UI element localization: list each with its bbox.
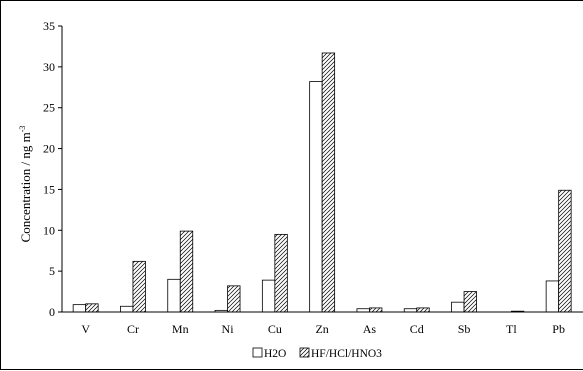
bar-sb-h2o xyxy=(451,301,465,313)
bar-cu-h2o xyxy=(261,279,276,313)
y-axis-label-superscript: -3 xyxy=(18,126,27,133)
bar-pb-h2o xyxy=(545,280,560,313)
legend-swatch-acid xyxy=(299,347,310,358)
y-axis-title: Concentration / ng m-3 xyxy=(18,126,33,243)
y-axis-label: Concentration / ng m xyxy=(18,132,33,242)
bar-ni-acid xyxy=(227,285,241,313)
bar-as-acid xyxy=(369,307,383,313)
y-tick-label: 20 xyxy=(43,142,55,156)
legend-label-acid: HF/HCl/HNO3 xyxy=(311,348,382,360)
y-axis-ticks: 0 5 10 15 20 25 30 35 xyxy=(43,19,62,319)
y-tick-label: 30 xyxy=(43,60,55,74)
bar-v-h2o xyxy=(72,304,87,313)
bar-cd-acid xyxy=(416,307,430,313)
y-tick-label: 35 xyxy=(43,19,55,33)
legend-swatch-h2o xyxy=(252,347,263,358)
bar-mn-h2o xyxy=(167,278,181,313)
x-tick-label: Zn xyxy=(315,322,328,336)
bar-cr-acid xyxy=(132,260,146,313)
x-tick-label: Cd xyxy=(410,322,424,336)
legend: H2O HF/HCl/HNO3 xyxy=(252,347,382,360)
bar-pb-acid xyxy=(558,189,572,313)
y-tick-label: 5 xyxy=(49,264,55,278)
legend-label-h2o: H2O xyxy=(264,348,286,360)
x-tick-label: As xyxy=(363,322,377,336)
x-tick-label: Cu xyxy=(268,322,282,336)
x-tick-label: Ni xyxy=(222,322,235,336)
bar-zn-h2o xyxy=(309,81,323,313)
x-tick-label: Pb xyxy=(552,322,565,336)
x-axis-ticks: V Cr Mn Ni Cu Zn As Cd Sb Tl Pb xyxy=(81,322,565,336)
x-tick-label: V xyxy=(81,322,90,336)
bar-mn-acid xyxy=(179,230,194,313)
bar-zn-acid xyxy=(321,52,336,313)
bar-sb-acid xyxy=(463,291,477,313)
x-tick-label: Sb xyxy=(458,322,471,336)
y-tick-label: 25 xyxy=(43,101,55,115)
bars-group xyxy=(72,52,572,313)
bar-cu-acid xyxy=(274,233,288,313)
y-tick-label: 0 xyxy=(49,305,55,319)
y-tick-label: 15 xyxy=(43,182,55,196)
x-tick-label: Cr xyxy=(127,322,139,336)
bar-v-acid xyxy=(85,303,99,313)
y-tick-label: 10 xyxy=(43,223,55,237)
svg-text:Concentration / ng m-3: Concentration / ng m-3 xyxy=(18,126,33,243)
x-tick-label: Tl xyxy=(506,322,517,336)
x-tick-label: Mn xyxy=(172,322,189,336)
bar-cr-h2o xyxy=(120,305,134,313)
